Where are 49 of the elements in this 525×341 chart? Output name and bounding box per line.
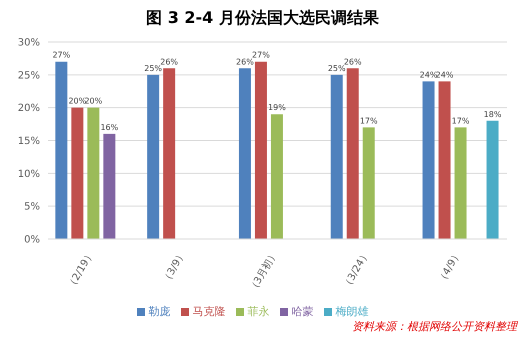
y-tick-label: 15% bbox=[18, 136, 40, 148]
data-label: 25% bbox=[144, 64, 162, 73]
legend-label: 马克隆 bbox=[192, 305, 226, 318]
data-label: 27% bbox=[252, 50, 270, 60]
legend-label: 梅朗雄 bbox=[336, 305, 368, 318]
data-label: 24% bbox=[420, 70, 438, 80]
bar bbox=[362, 127, 375, 239]
data-label: 27% bbox=[52, 50, 71, 60]
data-label: 25% bbox=[328, 64, 346, 73]
y-tick-label: 25% bbox=[18, 70, 40, 82]
y-tick-label: 20% bbox=[18, 103, 40, 114]
legend-label: 勒庞 bbox=[148, 305, 170, 318]
y-tick-label: 10% bbox=[18, 168, 40, 180]
bar bbox=[346, 68, 359, 239]
data-label: 24% bbox=[436, 70, 454, 80]
data-label: 19% bbox=[268, 103, 286, 112]
data-label: 26% bbox=[236, 57, 254, 66]
data-label: 26% bbox=[160, 57, 178, 66]
bar bbox=[422, 81, 435, 239]
bar bbox=[147, 74, 160, 239]
bar bbox=[454, 127, 467, 239]
y-tick-label: 30% bbox=[18, 38, 40, 49]
data-label: 17% bbox=[452, 116, 470, 126]
legend-label: 哈蒙 bbox=[292, 305, 314, 318]
data-label: 26% bbox=[344, 57, 362, 66]
bar bbox=[486, 120, 499, 239]
data-label: 16% bbox=[100, 122, 119, 132]
data-label: 20% bbox=[84, 96, 103, 106]
bar bbox=[254, 62, 267, 239]
bar bbox=[71, 108, 84, 239]
data-label: 17% bbox=[360, 116, 378, 126]
data-label: 20% bbox=[68, 96, 87, 106]
bar bbox=[163, 68, 176, 239]
y-tick-label: 0% bbox=[24, 234, 40, 246]
bar bbox=[270, 114, 283, 239]
bar bbox=[438, 81, 451, 239]
x-tick-label: （3月初） bbox=[246, 248, 280, 295]
bar bbox=[330, 74, 343, 239]
data-label: 18% bbox=[484, 110, 502, 119]
x-tick-label: （4/9） bbox=[436, 249, 464, 286]
text: 资料来源：根据网络公开资料整理 bbox=[351, 319, 517, 334]
legend-label: 菲永 bbox=[248, 305, 270, 318]
y-tick-label: 5% bbox=[24, 202, 40, 213]
bar bbox=[103, 134, 116, 239]
chart-title: 图 3 2-4 月份法国大选民调结果 bbox=[145, 8, 380, 29]
x-tick-label: （3/9） bbox=[160, 249, 188, 286]
bar bbox=[87, 108, 100, 239]
bar bbox=[55, 62, 68, 239]
bar bbox=[238, 68, 251, 239]
